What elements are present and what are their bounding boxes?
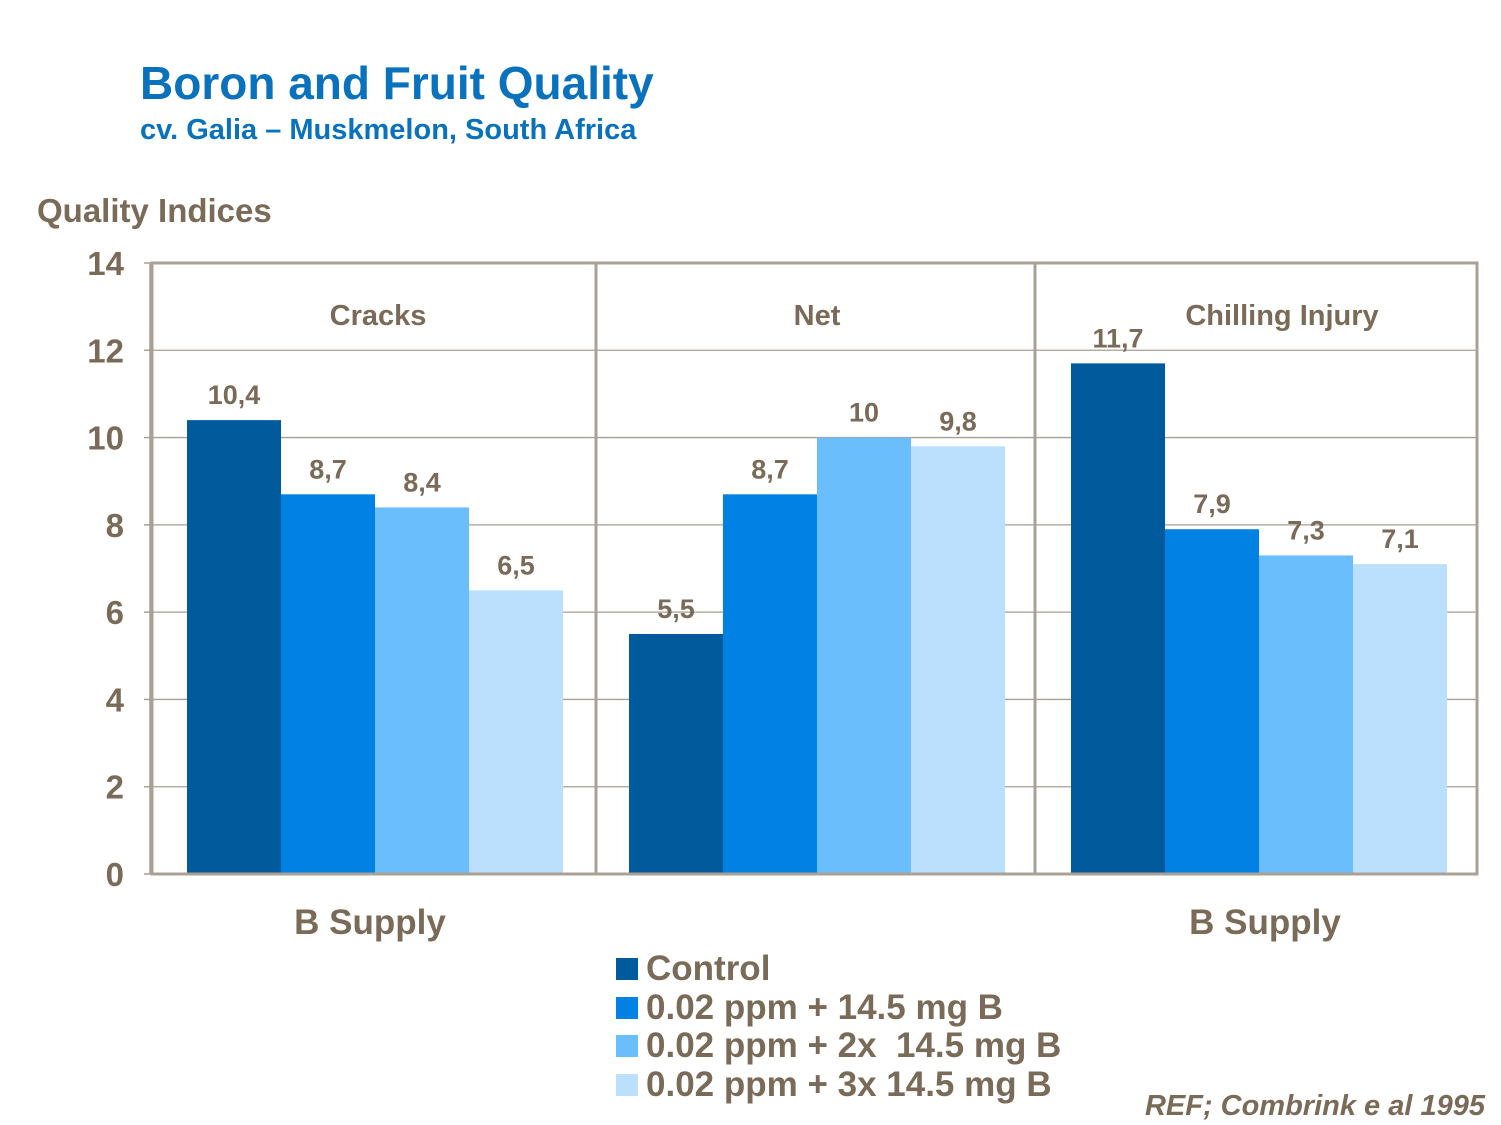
data-label: 8,4 [403, 467, 441, 497]
bar [817, 437, 911, 874]
category-label: Chilling Injury [1185, 300, 1378, 332]
data-label: 5,5 [657, 594, 695, 624]
x-axis-label: B Supply [1189, 903, 1341, 942]
legend-swatch [616, 1035, 638, 1058]
category-label: Cracks [330, 300, 427, 332]
y-tick-labels: 0 2 4 6 8 10 12 14 [87, 245, 124, 893]
bar [1165, 529, 1259, 874]
bar [1071, 363, 1165, 874]
chart-subtitle: cv. Galia – Muskmelon, South Africa [140, 114, 637, 146]
category-labels: Cracks Net Chilling Injury [330, 300, 1379, 332]
bar [1259, 555, 1353, 874]
legend-swatch [616, 996, 638, 1019]
panel-frame [1033, 261, 1479, 876]
bar [281, 494, 375, 874]
x-axis-label: B Supply [294, 903, 446, 942]
data-label: 7,3 [1287, 515, 1325, 545]
reference-note: REF; Combrink e al 1995 [1144, 1090, 1485, 1122]
y-tick-label: 14 [87, 245, 124, 282]
data-label: 10 [849, 398, 879, 428]
panel-frames [149, 261, 1479, 876]
data-label: 7,1 [1381, 524, 1419, 554]
y-tick-label: 6 [106, 594, 124, 631]
bar [723, 494, 817, 874]
data-label: 10,4 [208, 380, 261, 410]
data-label: 6,5 [497, 550, 535, 580]
bar [629, 633, 723, 874]
bar [375, 507, 469, 874]
legend-label: 0.02 ppm + 3x 14.5 mg B [646, 1064, 1052, 1104]
bar-chart: Quality Indices 10,45,511,78,7 8,77,98,41… [37, 192, 1479, 942]
bar [187, 420, 281, 874]
bar [911, 446, 1005, 874]
x-axis-labels: B Supply B Supply [294, 903, 1341, 942]
y-tick-label: 4 [106, 681, 125, 718]
category-label: Net [794, 300, 841, 332]
data-label: 8,7 [309, 454, 347, 484]
legend-item: 0.02 ppm + 3x 14.5 mg B [616, 1064, 1061, 1105]
bar [1353, 564, 1447, 874]
y-tick-label: 10 [87, 420, 124, 457]
legend-item: Control [616, 949, 1061, 989]
y-tick-label: 12 [87, 332, 124, 369]
data-label: 8,7 [751, 454, 789, 484]
bar [469, 590, 563, 874]
y-tick-label: 0 [106, 856, 124, 893]
data-label: 9,8 [939, 406, 977, 436]
data-labels: 10,4 5,5 11,7 8,7 8,7 7,9 8,4 10 7,3 6,5 9,8 7,1 [208, 323, 1419, 624]
y-tick-label: 8 [106, 507, 124, 544]
chart-title: Boron and Fruit Quality [140, 57, 654, 109]
legend-swatch [616, 1073, 638, 1096]
y-axis-label: Quality Indices [37, 192, 272, 229]
legend-swatch [616, 958, 638, 981]
y-tick-label: 2 [106, 769, 124, 806]
bars [187, 363, 1447, 874]
data-label: 7,9 [1193, 489, 1231, 519]
data-label: 11,7 [1092, 323, 1143, 353]
legend-label: 0.02 ppm + 14.5 mg B [646, 987, 1003, 1027]
legend-item: 0.02 ppm + 14.5 mg B [616, 987, 1061, 1028]
legend-label: Control [646, 949, 771, 989]
legend-item: 0.02 ppm + 2x 14.5 mg B [616, 1026, 1062, 1066]
legend-label: 0.02 ppm + 2x 14.5 mg B [646, 1026, 1062, 1066]
legend: Control 0.02 ppm + 14.5 mg B 0.02 ppm + 2x… [616, 949, 1062, 1105]
